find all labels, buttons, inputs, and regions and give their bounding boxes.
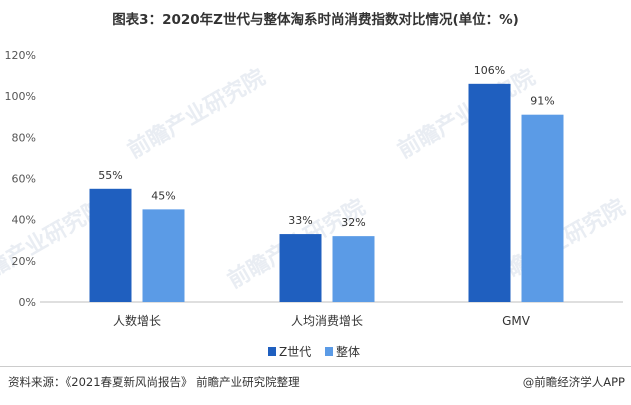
watermark-text: 前瞻产业研究院	[393, 64, 539, 164]
data-label: 106%	[474, 64, 505, 77]
y-tick-label: 80%	[12, 131, 36, 144]
legend-label: Z世代	[279, 345, 311, 359]
data-label: 45%	[151, 189, 175, 202]
y-tick-label: 40%	[12, 214, 36, 227]
y-tick-label: 120%	[5, 49, 36, 62]
bar-overall	[332, 236, 375, 302]
bars-layer: 55% 45% 33% 32% 106% 91%	[89, 64, 564, 302]
x-category-label: GMV	[502, 314, 531, 328]
watermark-text: 前瞻产业研究院	[123, 64, 269, 164]
footer-divider	[0, 366, 631, 367]
bar-chart: 前瞻产业研究院前瞻产业研究院前瞻产业研究院前瞻产业研究院前瞻产业研究院 0%20…	[0, 49, 630, 359]
data-label: 32%	[341, 216, 365, 229]
source-note: 资料来源：《2021春夏新风尚报告》 前瞻产业研究院整理	[8, 375, 300, 389]
data-label: 91%	[530, 95, 554, 108]
bar-z-generation	[89, 188, 132, 302]
bar-z-generation	[279, 234, 322, 302]
credit-note: @前瞻经济学人APP	[522, 375, 625, 389]
x-category-label: 人数增长	[113, 313, 161, 328]
chart-title: 图表3：2020年Z世代与整体淘系时尚消费指数对比情况(单位：%)	[112, 12, 519, 28]
y-tick-label: 100%	[5, 90, 36, 103]
data-label: 55%	[98, 169, 122, 182]
data-label: 33%	[288, 214, 312, 227]
y-axis: 0% 20% 40% 60% 80% 100% 120%	[5, 49, 36, 309]
y-tick-label: 20%	[12, 255, 36, 268]
bar-z-generation	[468, 83, 511, 302]
legend: Z世代 整体	[268, 344, 360, 359]
x-category-label: 人均消费增长	[291, 314, 363, 328]
x-axis-labels: 人数增长 人均消费增长 GMV	[113, 313, 531, 328]
legend-swatch	[325, 347, 333, 356]
bar-overall	[521, 114, 564, 302]
legend-label: 整体	[336, 344, 360, 359]
legend-swatch	[268, 347, 276, 356]
bar-overall	[142, 209, 185, 302]
y-tick-label: 60%	[12, 173, 36, 186]
y-tick-label: 0%	[19, 296, 36, 309]
